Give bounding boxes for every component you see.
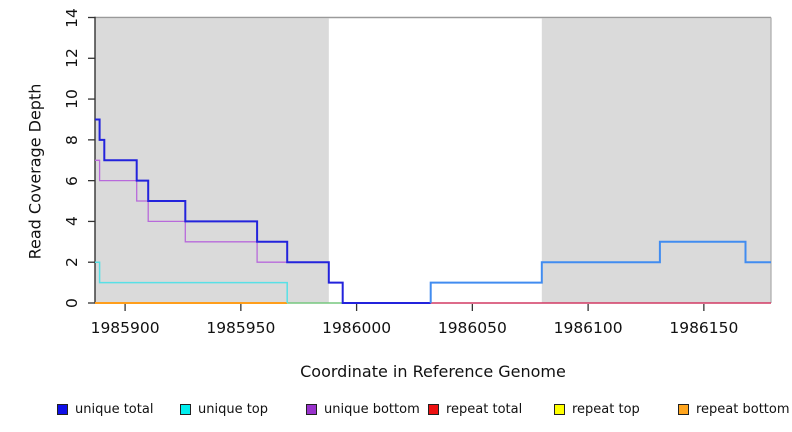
legend-label: repeat total — [446, 402, 523, 417]
legend-label: repeat top — [572, 402, 640, 417]
x-axis-title: Coordinate in Reference Genome — [300, 362, 566, 381]
legend-label: unique bottom — [324, 402, 420, 417]
series-unique-total-left — [95, 118, 431, 304]
legend-label: unique top — [198, 402, 269, 417]
legend-swatch-icon — [57, 404, 68, 415]
series-unique-top — [95, 261, 288, 303]
y-tick-label: 2 — [63, 257, 81, 268]
shaded-region — [541, 18, 771, 303]
x-tick-label: 1986150 — [669, 319, 739, 337]
y-axis-title: Read Coverage Depth — [25, 83, 45, 260]
y-tick-label: 12 — [63, 48, 81, 69]
legend-swatch-icon — [306, 404, 317, 415]
legend-swatch-icon — [678, 404, 689, 415]
series-unique-total-right — [429, 240, 771, 303]
legend-swatch-icon — [554, 404, 565, 415]
y-tick-label: 10 — [63, 89, 81, 109]
legend-label: unique total — [75, 402, 154, 417]
legend-label: repeat bottom — [696, 402, 790, 417]
y-tick-label: 14 — [63, 7, 81, 28]
y-tick-label: 0 — [63, 298, 81, 308]
y-tick-label: 4 — [63, 216, 81, 227]
y-tick-label: 8 — [63, 134, 81, 145]
x-tick-label: 1986100 — [553, 319, 623, 337]
x-tick-label: 1986050 — [437, 319, 507, 337]
legend-swatch-icon — [428, 404, 439, 415]
x-tick-label: 1985900 — [90, 319, 160, 337]
x-tick-label: 1986000 — [322, 319, 392, 337]
x-tick-label: 1985950 — [206, 319, 276, 337]
legend-swatch-icon — [180, 404, 191, 415]
y-tick-label: 6 — [63, 175, 81, 186]
